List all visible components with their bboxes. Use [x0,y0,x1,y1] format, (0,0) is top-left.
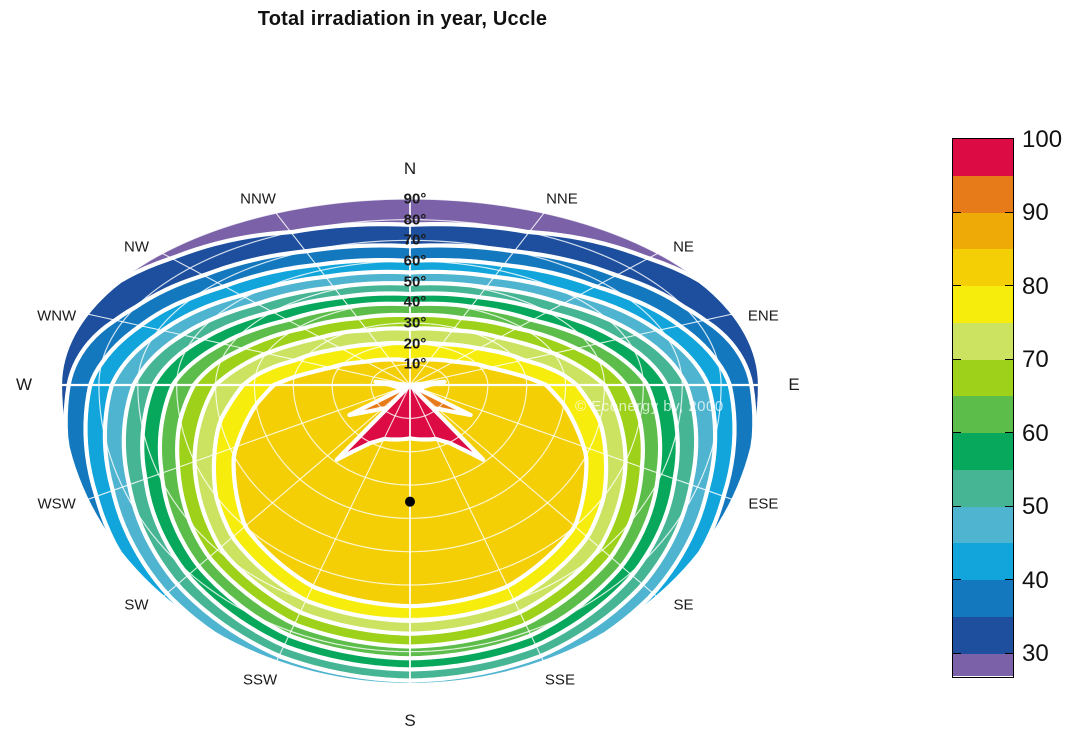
tilt-tick-50: 50° [403,273,427,291]
optimum-marker [405,496,415,507]
colorbar-tick-label-60: 60 [1022,419,1049,447]
colorbar-band [953,212,1013,250]
colorbar-band [953,249,1013,287]
colorbar-band [953,396,1013,434]
colorbar-tick-label-40: 40 [1022,566,1049,594]
polar-plot-svg [57,198,763,688]
colorbar-band [953,653,1013,676]
compass-label-w: W [15,375,33,394]
polar-plot: © Econergy bv, 2000 [0,40,810,740]
compass-label-wnw: WNW [37,307,77,325]
polar-grid [59,198,761,686]
tilt-tick-80: 80° [403,211,427,229]
colorbar-tick-label-90: 90 [1022,199,1049,227]
compass-label-nnw: NNW [240,190,276,208]
colorbar-band [953,286,1013,323]
compass-label-sse: SSE [544,671,575,689]
tilt-tick-90: 90° [403,190,427,208]
colorbar-band [953,433,1013,470]
tilt-tick-40: 40° [403,293,427,311]
tilt-tick-10: 10° [403,355,427,373]
colorbar-band [953,580,1013,617]
colorbar-gradient [952,138,1014,678]
colorbar-tick-label-30: 30 [1022,640,1049,668]
compass-label-ssw: SSW [242,671,278,689]
colorbar-tick-label-50: 50 [1022,493,1049,521]
tilt-tick-60: 60° [403,252,427,270]
compass-label-nw: NW [124,238,149,256]
tilt-tick-20: 20° [403,335,427,353]
colorbar[interactable]: 100 90 80 70 60 50 40 30 [952,126,1090,683]
colorbar-band [953,616,1013,654]
colorbar-band [953,469,1013,507]
compass-label-s: S [404,711,416,730]
tilt-tick-30: 30° [403,314,427,332]
colorbar-band [953,506,1013,544]
compass-label-ese: ESE [748,495,779,513]
page-title: Total irradiation in year, Uccle [257,8,548,30]
colorbar-tick-label-80: 80 [1022,272,1049,300]
compass-label-ene: ENE [747,307,779,325]
colorbar-band [953,139,1013,176]
colorbar-band [953,543,1013,581]
compass-label-wsw: WSW [37,495,76,513]
tilt-tick-70: 70° [403,231,427,249]
colorbar-tick-label-100: 100 [1022,125,1063,153]
compass-label-se: SE [673,596,694,614]
colorbar-band [953,359,1013,397]
compass-label-nne: NNE [546,190,578,208]
compass-label-e: E [788,375,800,394]
compass-label-ne: NE [673,238,694,256]
colorbar-band [953,175,1013,213]
colorbar-tick-label-70: 70 [1022,346,1049,374]
compass-label-n: N [403,159,417,178]
compass-label-sw: SW [124,596,149,614]
colorbar-band [953,322,1013,360]
